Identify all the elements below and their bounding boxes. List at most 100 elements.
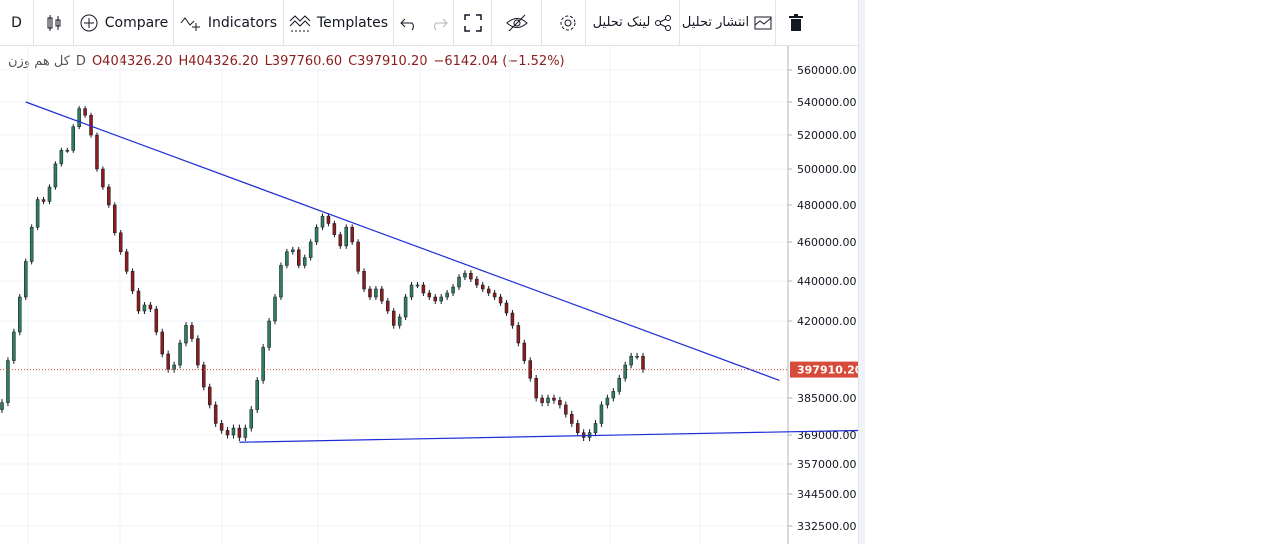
candle-body: [231, 427, 236, 436]
candle-body: [510, 312, 515, 326]
redo-icon: [433, 18, 448, 30]
publish-icon: [754, 16, 772, 29]
candle-body: [605, 397, 610, 406]
candle-body: [23, 261, 28, 298]
candle-body: [261, 347, 265, 381]
candle-body: [463, 272, 467, 278]
candle-body: [237, 427, 242, 438]
compare-button[interactable]: Compare: [74, 0, 174, 46]
candle-body: [249, 409, 254, 429]
candle-body: [213, 404, 218, 424]
candle-body: [291, 249, 295, 253]
candle-body: [534, 377, 538, 399]
publish-label: انتشار تحلیل: [681, 15, 750, 30]
resistance-trendline[interactable]: [25, 101, 780, 381]
indicators-button[interactable]: Indicators: [174, 0, 284, 46]
candle-body: [29, 226, 34, 262]
candle-body: [581, 432, 586, 438]
candle-body: [202, 364, 206, 388]
ohlc-legend: کل هم وزن D O404326.20 H404326.20 L39776…: [8, 54, 565, 69]
candle-body: [178, 342, 182, 366]
candle-body: [611, 391, 616, 399]
candle-body: [71, 126, 75, 151]
candle-body: [629, 355, 633, 366]
candle-body: [445, 292, 449, 298]
candle-body: [599, 404, 604, 424]
candle-body: [302, 257, 307, 266]
price-chart[interactable]: 560000.00 540000.00 520000.00 500000.00 4800…: [0, 46, 863, 544]
templates-icon: [289, 14, 311, 31]
candle-body: [386, 300, 390, 312]
candle-body: [409, 284, 414, 298]
candle-body: [154, 308, 159, 333]
candle-body: [207, 386, 212, 406]
share-link-label: لینک تحلیل: [592, 15, 651, 30]
candle-body: [47, 186, 52, 202]
candle-body: [273, 296, 277, 322]
candle-body: [516, 325, 521, 344]
candle-body: [540, 397, 544, 403]
candle-body: [558, 400, 562, 406]
candle-body: [344, 226, 348, 247]
candle-body: [65, 150, 70, 152]
candle-body: [83, 108, 87, 116]
publish-button[interactable]: انتشار تحلیل: [680, 0, 776, 46]
delete-button[interactable]: [776, 0, 816, 46]
candle-body: [18, 296, 22, 333]
candle-body: [451, 286, 455, 294]
candle-body: [552, 397, 556, 401]
chart-area[interactable]: 560000.00 540000.00 520000.00 500000.00 4800…: [0, 46, 863, 544]
fullscreen-icon: [463, 13, 482, 32]
redo-button[interactable]: [424, 0, 454, 46]
price-axis-label: 480000.00: [797, 199, 857, 212]
candle-body: [362, 271, 366, 290]
candle-body: [166, 353, 170, 370]
candle-body: [12, 331, 16, 361]
price-axis-label: 520000.00: [797, 129, 857, 142]
candle-body: [469, 272, 473, 280]
price-axis-label: 385000.00: [797, 392, 857, 405]
candle-body: [368, 288, 372, 298]
candle-body: [403, 296, 408, 318]
settings-button[interactable]: [550, 0, 586, 46]
candle-body: [427, 292, 432, 298]
symbol-name: کل هم وزن: [8, 54, 70, 69]
candle-body: [564, 404, 568, 415]
candle-body: [593, 423, 598, 433]
candle-body: [374, 288, 378, 298]
candle-body: [320, 215, 325, 228]
candle-body: [107, 186, 111, 206]
undo-button[interactable]: [394, 0, 424, 46]
candle-body: [225, 430, 230, 436]
candle-body: [380, 288, 384, 302]
legend-interval: D: [75, 54, 86, 69]
candle-body: [77, 108, 81, 127]
candle-body: [285, 251, 289, 266]
candle-body: [184, 325, 188, 344]
candle-body: [95, 134, 99, 170]
candle-body: [433, 296, 438, 302]
candle-body: [243, 427, 248, 438]
candle-body: [332, 223, 337, 235]
candle-body: [397, 316, 402, 326]
candle-body: [41, 199, 46, 202]
support-trendline[interactable]: [239, 429, 863, 443]
interval-button[interactable]: D: [0, 0, 34, 46]
undo-icon: [400, 18, 414, 30]
open-value: O404326.20: [91, 54, 173, 69]
candle-body: [326, 215, 331, 224]
fullscreen-button[interactable]: [454, 0, 492, 46]
share-icon: [655, 14, 672, 31]
candle-body: [190, 325, 194, 339]
compare-label: Compare: [104, 14, 169, 31]
candle-body: [314, 226, 319, 243]
indicators-icon: [180, 16, 200, 31]
share-link-button[interactable]: لینک تحلیل: [586, 0, 680, 46]
current-price-badge: [790, 361, 858, 378]
templates-button[interactable]: Templates: [284, 0, 394, 46]
chart-style-button[interactable]: [34, 0, 74, 46]
candle-body: [498, 296, 503, 304]
candle-body: [101, 168, 105, 188]
hide-drawings-button[interactable]: [492, 0, 542, 46]
candle-body: [617, 377, 622, 392]
